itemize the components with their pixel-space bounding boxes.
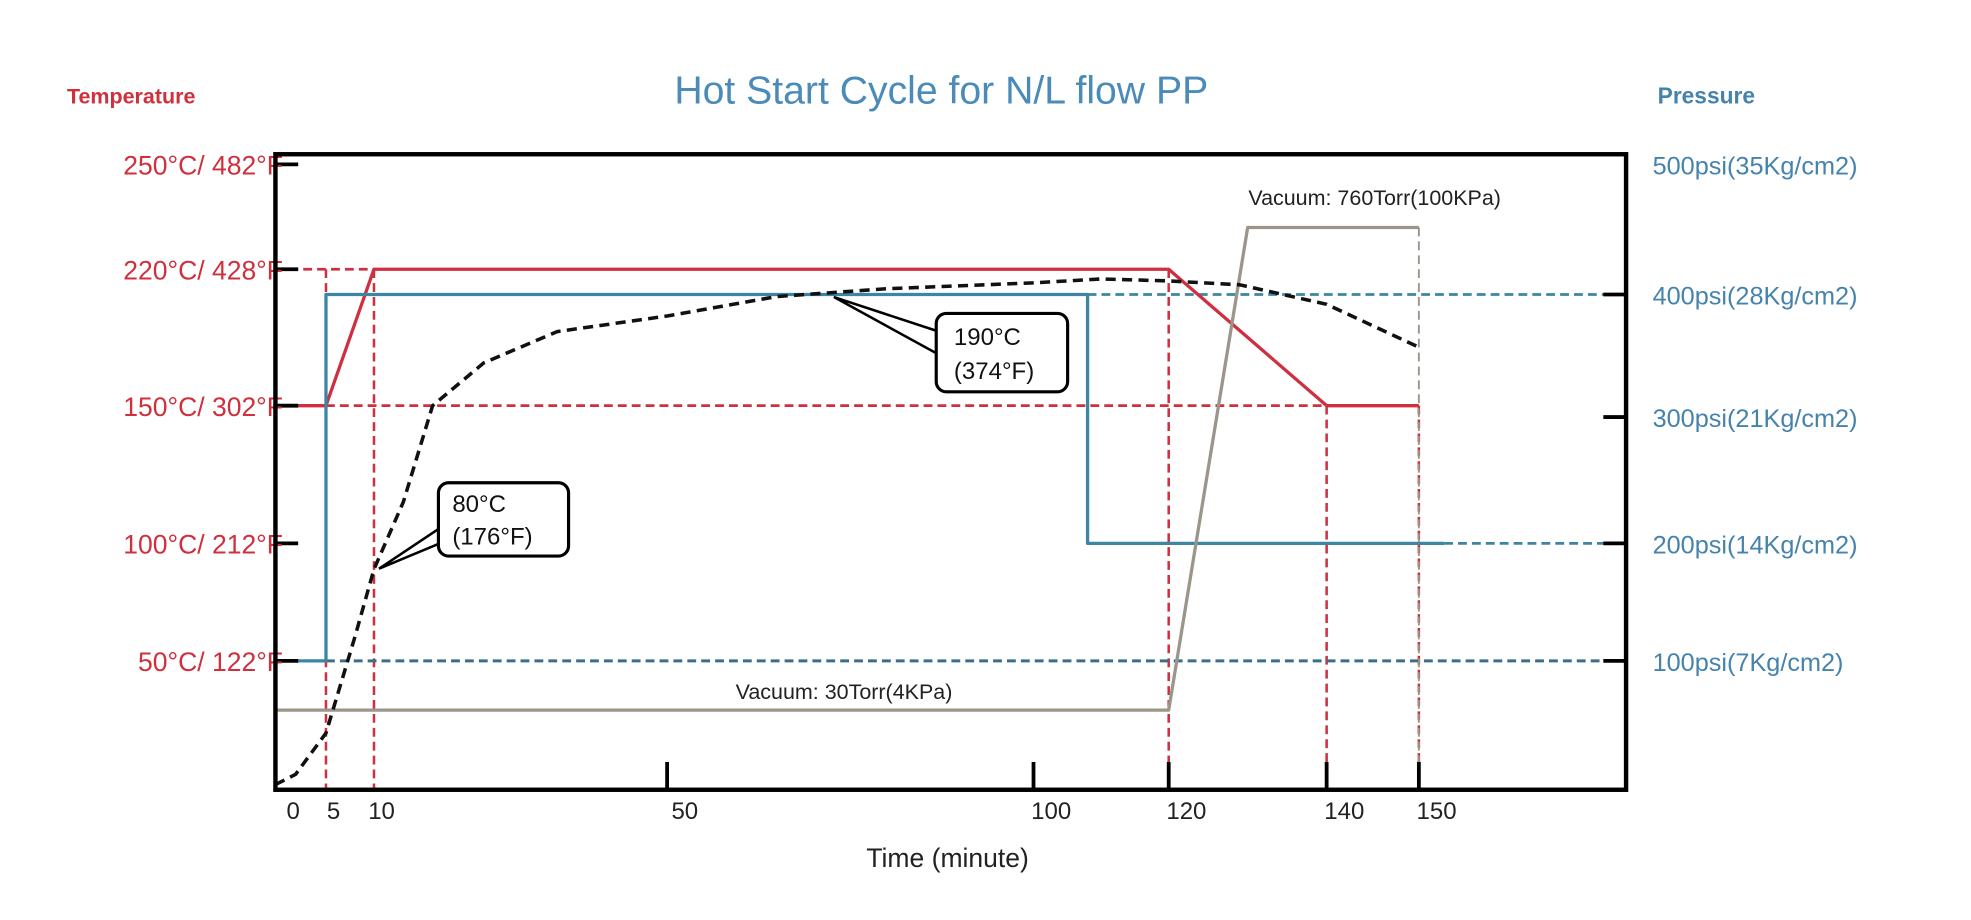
chart-title: Hot Start Cycle for N/L flow PP [674, 70, 1208, 113]
x-axis-title: Time (minute) [866, 843, 1029, 873]
callout-80c-line1: 80°C [452, 491, 506, 518]
callout-80c: 80°C (176°F) [378, 481, 571, 570]
callout-80c-line2: (176°F) [452, 524, 532, 551]
right-tick-label: 500psi(35Kg/cm2) [1653, 152, 1858, 180]
vacuum-low-label: Vacuum: 30Torr(4KPa) [736, 680, 953, 704]
series-pressure [275, 292, 1419, 663]
callout-190c: 190°C (374°F) [833, 295, 1070, 394]
left-tick-label: 100°C/ 212°F [123, 529, 283, 559]
right-axis-title: Pressure [1658, 83, 1755, 109]
series-set-temperature [275, 267, 1419, 408]
x-tick-label: 0 [286, 798, 299, 825]
left-tick-label: 250°C/ 482°F [123, 150, 283, 180]
right-tick-label: 400psi(28Kg/cm2) [1653, 283, 1858, 311]
x-tick-label: 120 [1166, 798, 1206, 825]
left-tick-label: 150°C/ 302°F [123, 392, 283, 422]
x-tick-label: 50 [671, 798, 698, 825]
series-vacuum [275, 225, 1419, 712]
callout-190c-line2: (374°F) [954, 358, 1034, 385]
vacuum-high-label: Vacuum: 760Torr(100KPa) [1248, 186, 1501, 210]
x-tick-label: 10 [368, 798, 395, 825]
right-tick-label: 200psi(14Kg/cm2) [1653, 531, 1858, 559]
x-tick-label: 100 [1031, 798, 1071, 825]
plot-frame [273, 152, 1629, 792]
right-tick-label: 300psi(21Kg/cm2) [1653, 405, 1858, 433]
x-tick-label: 150 [1417, 798, 1457, 825]
x-tick-label: 5 [327, 798, 340, 825]
right-tick-label: 100psi(7Kg/cm2) [1653, 649, 1844, 677]
callout-190c-line1: 190°C [954, 324, 1021, 351]
series-actual-temperature [274, 277, 1420, 787]
left-tick-label: 50°C/ 122°F [138, 647, 283, 677]
x-tick-label: 140 [1324, 798, 1364, 825]
left-axis-title: Temperature [67, 85, 196, 109]
left-tick-label: 220°C/ 428°F [123, 255, 283, 285]
